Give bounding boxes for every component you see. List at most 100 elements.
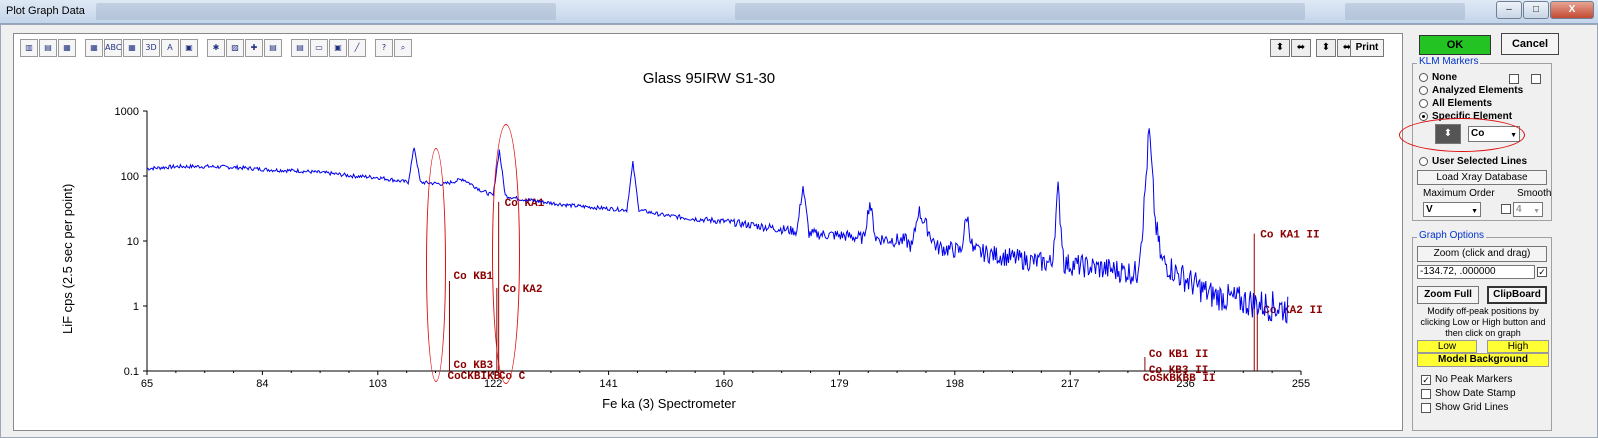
minimize-button[interactable]: – [1496, 1, 1522, 19]
load-xray-database-button[interactable]: Load Xray Database [1417, 170, 1547, 185]
close-button[interactable]: X [1550, 1, 1594, 19]
radio-dot[interactable] [1419, 86, 1428, 95]
marker-label-co-kb1: Co KB1 [453, 271, 493, 283]
annotation-ellipse [1399, 118, 1525, 152]
help-icon[interactable]: ? [375, 39, 393, 57]
y-tick-label: 10 [127, 236, 139, 248]
x-tick-label: 217 [1061, 378, 1079, 390]
abc-labels-icon[interactable]: ABC [104, 39, 122, 57]
chart-title: Glass 95IRW S1-30 [642, 70, 776, 87]
window-controls: – □ X [1496, 1, 1594, 19]
left-right-arrows-icon[interactable]: ⬌ [1291, 39, 1311, 57]
table-icon[interactable]: ▦ [85, 39, 103, 57]
show-date-stamp-option[interactable]: Show Date Stamp [1421, 388, 1516, 399]
model-background-button[interactable]: Model Background [1417, 353, 1549, 367]
radio-user-selected-lines[interactable]: User Selected Lines [1419, 156, 1527, 167]
x-tick-label: 103 [369, 378, 387, 390]
zoom-box-icon[interactable]: ▣ [180, 39, 198, 57]
up-down-arrows-icon[interactable]: ⬍ [1316, 39, 1336, 57]
stacked-chart-icon[interactable]: ▦ [58, 39, 76, 57]
y-tick-label: 0.1 [124, 366, 139, 378]
title-bar: Plot Graph Data – □ X [0, 0, 1598, 24]
radio-none[interactable]: None [1419, 72, 1457, 83]
y-tick-label: 100 [121, 171, 139, 183]
scatter-icon[interactable]: ✱ [207, 39, 225, 57]
zoom-button[interactable]: Zoom (click and drag) [1417, 246, 1547, 262]
zoom-nav-group: ⬍ ⬌ [1270, 39, 1311, 57]
gridlines-icon[interactable]: ▤ [264, 39, 282, 57]
x-axis-label: Fe ka (3) Spectrometer [602, 396, 736, 411]
show-date-stamp-label: Show Date Stamp [1435, 388, 1516, 399]
high-button[interactable]: High [1487, 340, 1549, 353]
window-title: Plot Graph Data [6, 5, 85, 17]
background-window-blur [1345, 3, 1465, 20]
max-order-label: Maximum Order [1423, 188, 1495, 199]
pen-icon[interactable]: ╱ [348, 39, 366, 57]
klm-option-checkbox[interactable] [1509, 74, 1519, 84]
smooth-checkbox[interactable] [1501, 204, 1511, 214]
y-tick-label: 1 [133, 301, 139, 313]
radio-dot[interactable] [1419, 99, 1428, 108]
x-tick-label: 122 [484, 378, 502, 390]
radio-all-label: All Elements [1432, 98, 1493, 109]
magnify-icon[interactable]: ⌕ [394, 39, 412, 57]
marker-label-co-kb3: Co KB3 [453, 360, 493, 372]
klm-markers-title: KLM Markers [1417, 56, 1481, 67]
radio-none-label: None [1432, 72, 1457, 83]
3d-icon[interactable]: 3D [142, 39, 160, 57]
radio-specific-label: Specific Element [1432, 111, 1513, 122]
low-button[interactable]: Low [1417, 340, 1477, 353]
marker-label-co-kb-cluster: CoCKBIKB [447, 371, 500, 383]
x-tick-label: 255 [1292, 378, 1310, 390]
label-icon[interactable]: ▭ [310, 39, 328, 57]
bar-chart-icon[interactable]: ▥ [20, 39, 38, 57]
copy-icon[interactable]: ▣ [329, 39, 347, 57]
coords-checkbox[interactable]: ✓ [1537, 267, 1547, 277]
marker-icon[interactable]: ▨ [226, 39, 244, 57]
max-order-select[interactable]: V ▼ [1423, 202, 1481, 217]
maximize-button[interactable]: □ [1523, 1, 1549, 19]
ok-button[interactable]: OK [1419, 35, 1491, 55]
up-down-arrows-icon[interactable]: ⬍ [1270, 39, 1290, 57]
no-peak-markers-checkbox[interactable]: ✓ [1421, 374, 1431, 385]
radio-dot[interactable] [1419, 157, 1428, 166]
crosshair-icon[interactable]: ✚ [245, 39, 263, 57]
axis-icon[interactable]: Ａ [161, 39, 179, 57]
no-peak-markers-option[interactable]: ✓ No Peak Markers [1421, 374, 1512, 385]
zoom-full-button[interactable]: Zoom Full [1417, 286, 1479, 304]
rows-icon[interactable]: ▤ [291, 39, 309, 57]
marker-label-co-ka2-ii: Co KA2 II [1263, 305, 1322, 317]
grid-icon[interactable]: ▦ [123, 39, 141, 57]
max-order-value: V [1426, 204, 1433, 215]
spectrum-plot[interactable]: 65 84 103 122 141 160 179 198 217 236 255100010010… [14, 34, 1404, 432]
marker-label-co-kb1-ii: Co KB1 II [1149, 349, 1208, 361]
plot-axes: 65 84 103 122 141 160 179 198 217 236 255100010010… [115, 106, 1311, 390]
radio-analyzed-elements[interactable]: Analyzed Elements [1419, 85, 1523, 96]
spectrum-line [146, 128, 1289, 324]
smooth-select[interactable]: 4 ▼ [1513, 202, 1543, 217]
x-tick-label: 65 [141, 378, 153, 390]
print-button[interactable]: Print [1350, 39, 1384, 57]
no-peak-markers-label: No Peak Markers [1435, 374, 1513, 385]
show-grid-lines-checkbox[interactable] [1421, 402, 1431, 413]
radio-analyzed-label: Analyzed Elements [1432, 85, 1524, 96]
show-grid-lines-option[interactable]: Show Grid Lines [1421, 402, 1508, 413]
chevron-down-icon: ▼ [1471, 208, 1478, 215]
cancel-button[interactable]: Cancel [1501, 33, 1559, 55]
area-chart-icon[interactable]: ▤ [39, 39, 57, 57]
radio-dot[interactable] [1419, 73, 1428, 82]
graph-panel[interactable]: ▥ ▤ ▦ ▦ ABC ▦ 3D Ａ ▣ ✱ ▨ ✚ ▤ ▤ ▭ ▣ ╱? ⌕ ⬍ ⬌ ⬍ ⬌ Print Gla… [13, 33, 1403, 431]
marker-label-co-kb-cluster-ii: CoSKBKBB II [1143, 373, 1216, 385]
annotation-ellipse [426, 148, 446, 382]
offpeak-instructions: Modify off-peak positions by clicking Lo… [1420, 306, 1546, 338]
klm-option-checkbox[interactable] [1531, 74, 1541, 84]
background-window-blur [735, 3, 1305, 20]
coords-field[interactable]: -134.72, .000000 [1417, 265, 1535, 279]
x-tick-label: 179 [830, 378, 848, 390]
clipboard-button[interactable]: ClipBoard [1487, 286, 1547, 304]
y-axis-label: LiF cps (2.5 sec per point) [60, 183, 75, 334]
radio-dot-selected[interactable] [1419, 112, 1428, 121]
show-date-stamp-checkbox[interactable] [1421, 388, 1431, 399]
x-tick-label: 141 [599, 378, 617, 390]
radio-all-elements[interactable]: All Elements [1419, 98, 1492, 109]
